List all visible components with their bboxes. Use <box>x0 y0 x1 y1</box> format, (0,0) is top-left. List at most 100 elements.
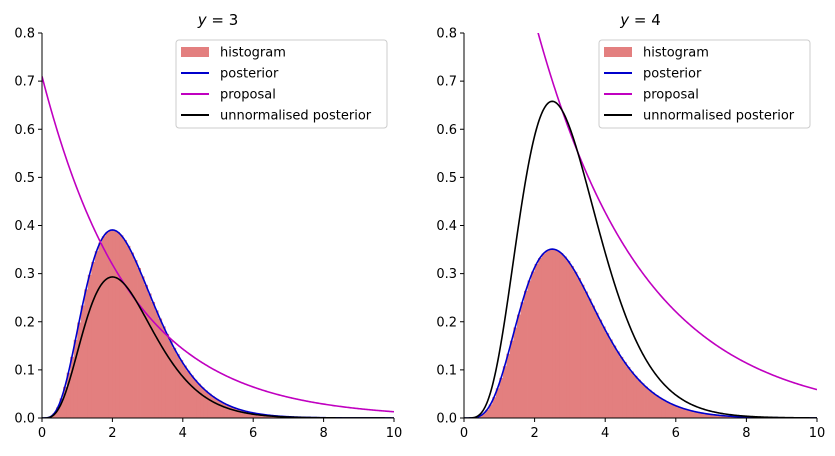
x-tick-label: 8 <box>742 426 750 441</box>
histogram-bar <box>158 319 162 418</box>
legend-label: histogram <box>643 46 709 61</box>
histogram-bar <box>662 400 666 418</box>
histogram-bar <box>520 302 524 418</box>
y-tick-label: 0.2 <box>436 315 457 330</box>
histogram-bar <box>112 230 116 418</box>
histogram-bar <box>630 372 634 418</box>
legend-label: proposal <box>643 88 699 103</box>
histogram-bar <box>190 375 194 418</box>
histogram-bar <box>218 401 222 418</box>
x-tick-label: 0 <box>460 426 468 441</box>
y-tick-label: 0.4 <box>436 219 457 234</box>
title-equals: = <box>629 11 651 29</box>
histogram-bar <box>102 236 106 418</box>
histogram-bar <box>162 326 166 418</box>
histogram-bar <box>644 387 648 418</box>
histogram-bar <box>141 276 145 418</box>
histogram-bar <box>623 362 627 418</box>
y-tick-label: 0.1 <box>14 363 35 378</box>
subplot-title: y = 3 <box>197 11 239 29</box>
histogram-bar <box>669 403 673 418</box>
histogram-bar <box>137 268 141 418</box>
legend-swatch-histogram <box>604 47 632 57</box>
histogram-bar <box>197 384 201 418</box>
histogram-bar <box>658 398 662 418</box>
histogram-bar <box>169 341 173 418</box>
histogram-bar <box>566 261 570 418</box>
histogram-bar <box>517 315 521 418</box>
histogram-bar <box>91 262 95 418</box>
histogram-bar <box>651 393 655 418</box>
histogram-bar <box>144 285 148 418</box>
histogram-bar <box>602 326 606 418</box>
histogram-bar <box>595 313 599 418</box>
legend-label: unnormalised posterior <box>220 109 372 124</box>
histogram-bar <box>616 351 620 418</box>
subplot-title: y = 4 <box>619 11 661 29</box>
histogram-bar <box>116 232 120 418</box>
x-tick-label: 6 <box>249 426 257 441</box>
x-tick-label: 10 <box>809 426 826 441</box>
histogram-bar <box>556 251 560 418</box>
histogram-bar <box>633 376 637 418</box>
y-tick-label: 0.3 <box>14 267 35 282</box>
histogram-bar <box>535 264 539 418</box>
histogram-bar <box>200 387 204 418</box>
histogram-bar <box>679 408 683 418</box>
x-tick-label: 10 <box>386 426 403 441</box>
histogram-bar <box>77 322 81 418</box>
histogram-bar <box>193 380 197 418</box>
histogram-bar <box>676 406 680 418</box>
y-tick-label: 0.6 <box>14 123 35 138</box>
histogram-bar <box>584 292 588 418</box>
histogram-bar <box>542 254 546 418</box>
histogram-bar <box>95 251 99 418</box>
histogram-bar <box>123 240 127 418</box>
histogram-bar <box>573 272 577 418</box>
histogram-bar <box>605 333 609 418</box>
legend-label: posterior <box>220 67 279 82</box>
y-tick-label: 0.1 <box>436 363 457 378</box>
histogram-bar <box>176 354 180 418</box>
histogram-bar <box>84 289 88 418</box>
histogram-bar <box>626 367 630 418</box>
histogram-bar <box>531 272 535 418</box>
x-tick-label: 2 <box>530 426 538 441</box>
title-value: 4 <box>651 11 661 29</box>
x-tick-label: 0 <box>38 426 46 441</box>
histogram-bar <box>528 280 532 418</box>
histogram-bar <box>81 305 85 418</box>
histogram-bar <box>130 253 134 418</box>
histogram-bar <box>637 380 641 418</box>
histogram-bar <box>225 405 229 418</box>
histogram-bar <box>98 243 102 418</box>
histogram-bar <box>513 327 517 418</box>
histogram-bar <box>577 278 581 418</box>
histogram-bar <box>88 275 92 418</box>
x-tick-label: 2 <box>108 426 116 441</box>
histogram-bar <box>186 371 190 418</box>
histogram-bar <box>179 360 183 418</box>
histogram-bar <box>588 299 592 418</box>
histogram-bar <box>619 357 623 418</box>
x-tick-label: 8 <box>319 426 327 441</box>
histogram-bar <box>612 346 616 418</box>
legend-label: posterior <box>643 67 702 82</box>
histogram-bar <box>503 366 507 418</box>
histogram-bar <box>222 403 226 418</box>
histogram-bar <box>580 285 584 418</box>
title-value: 3 <box>229 11 239 29</box>
histogram-bar <box>672 405 676 418</box>
histogram-bar <box>609 339 613 418</box>
y-tick-label: 0.7 <box>436 75 457 90</box>
histogram-bar <box>165 334 169 418</box>
histogram-bar <box>211 396 215 418</box>
histogram-bar <box>648 390 652 418</box>
histogram-bar <box>214 399 218 418</box>
histogram-bar <box>148 293 152 418</box>
y-tick-label: 0.0 <box>14 412 35 427</box>
y-tick-label: 0.5 <box>436 171 457 186</box>
